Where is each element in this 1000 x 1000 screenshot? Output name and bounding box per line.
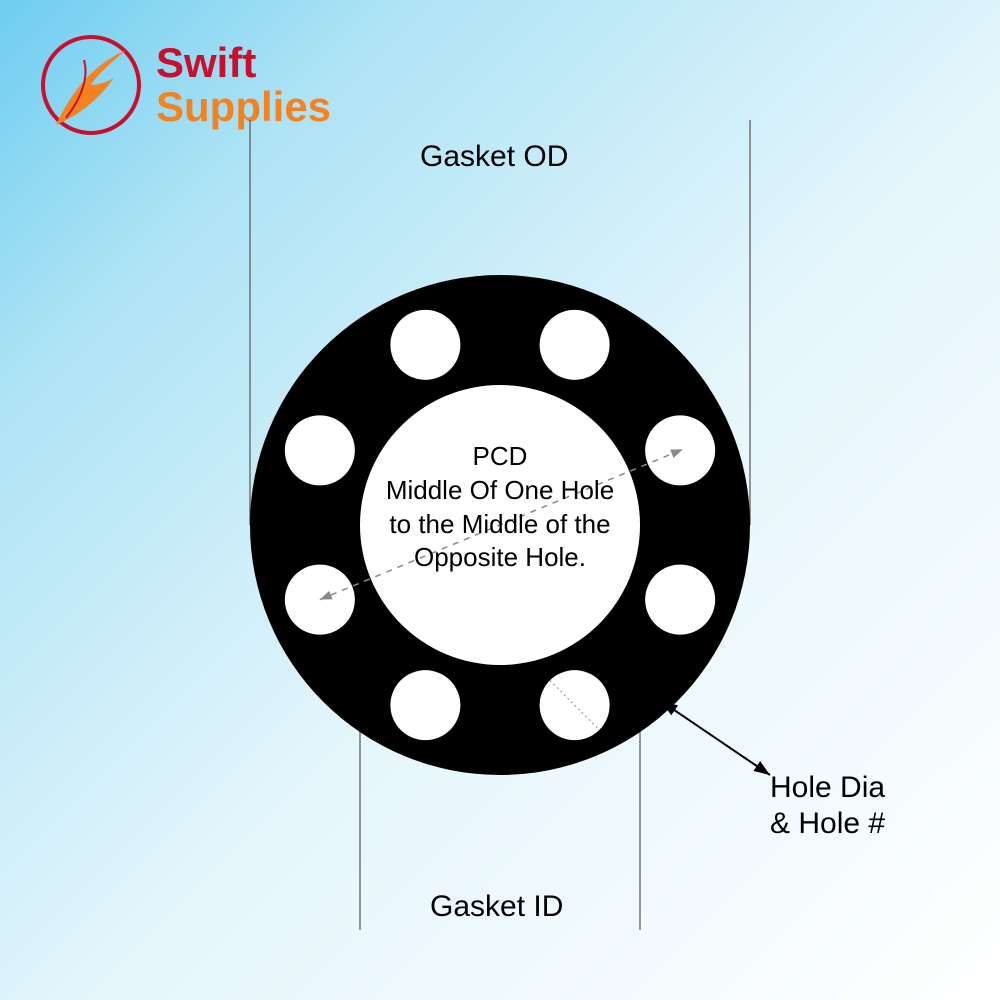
label-gasket-id: Gasket ID [430,890,563,924]
label-gasket-od: Gasket OD [420,140,568,174]
pcd-line1: PCD [360,440,640,474]
pcd-line2: Middle Of One Hole [360,474,640,508]
pcd-line3: to the Middle of the [360,508,640,542]
label-hole-text: Hole Dia& Hole # [770,770,885,842]
pcd-description: PCD Middle Of One Hole to the Middle of … [360,440,640,575]
label-hole-dia: Hole Dia& Hole # [770,770,885,842]
pcd-line4: Opposite Hole. [360,541,640,575]
